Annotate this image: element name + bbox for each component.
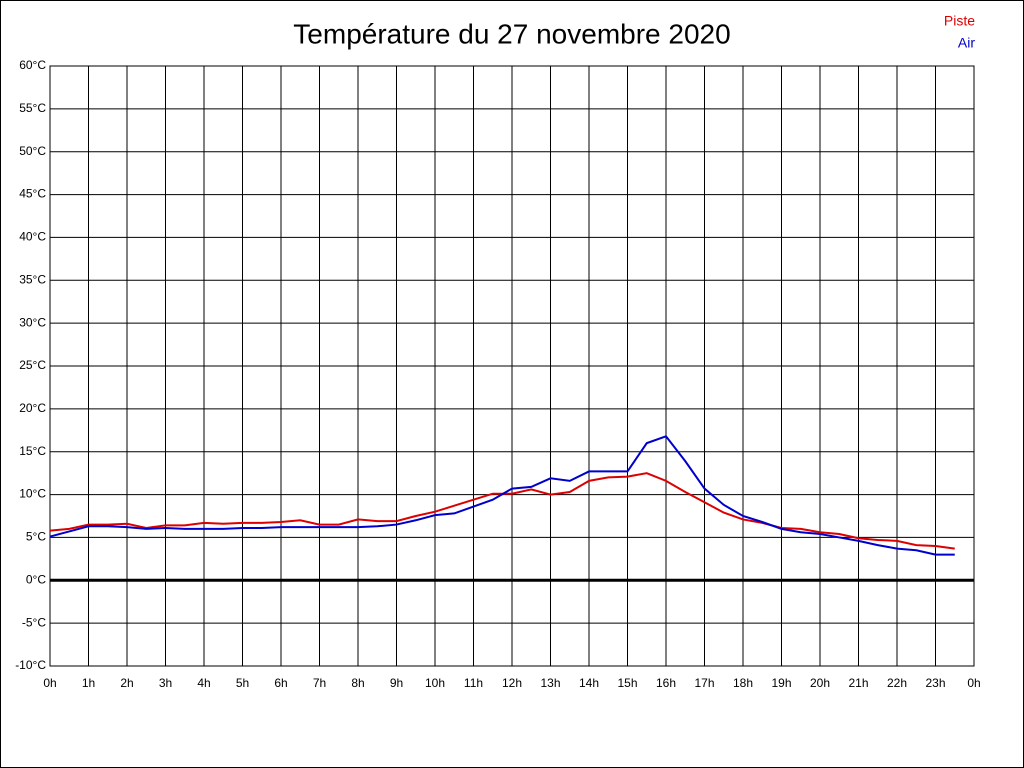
y-tick-label: -5°C <box>22 615 46 629</box>
x-tick-label: 12h <box>502 676 522 690</box>
x-tick-label: 19h <box>771 676 791 690</box>
y-tick-label: 10°C <box>19 487 46 501</box>
y-tick-label: 25°C <box>19 358 46 372</box>
x-tick-label: 1h <box>82 676 95 690</box>
x-tick-label: 18h <box>733 676 753 690</box>
x-tick-label: 22h <box>887 676 907 690</box>
x-tick-label: 0h <box>967 676 980 690</box>
x-tick-label: 8h <box>351 676 364 690</box>
chart-title: Température du 27 novembre 2020 <box>293 18 730 49</box>
y-tick-label: 35°C <box>19 272 46 286</box>
legend-entry: Air <box>958 35 975 51</box>
y-tick-label: 15°C <box>19 444 46 458</box>
y-tick-label: -10°C <box>15 658 46 672</box>
y-tick-label: 5°C <box>26 530 46 544</box>
x-tick-label: 10h <box>425 676 445 690</box>
x-tick-label: 14h <box>579 676 599 690</box>
y-tick-label: 20°C <box>19 401 46 415</box>
x-tick-label: 3h <box>159 676 172 690</box>
x-tick-label: 9h <box>390 676 403 690</box>
y-tick-label: 60°C <box>19 58 46 72</box>
x-tick-label: 21h <box>848 676 868 690</box>
x-tick-label: 4h <box>197 676 210 690</box>
x-tick-label: 15h <box>617 676 637 690</box>
x-tick-label: 23h <box>925 676 945 690</box>
x-tick-label: 6h <box>274 676 287 690</box>
x-tick-label: 7h <box>313 676 326 690</box>
legend-entry: Piste <box>944 13 975 29</box>
x-tick-label: 5h <box>236 676 249 690</box>
y-tick-label: 50°C <box>19 144 46 158</box>
x-tick-label: 2h <box>120 676 133 690</box>
y-tick-label: 40°C <box>19 230 46 244</box>
x-tick-label: 13h <box>540 676 560 690</box>
series-line <box>49 435 955 556</box>
y-tick-label: 45°C <box>19 187 46 201</box>
x-tick-label: 16h <box>656 676 676 690</box>
y-tick-label: 30°C <box>19 315 46 329</box>
x-tick-label: 11h <box>464 676 483 690</box>
y-tick-label: 0°C <box>26 572 46 586</box>
y-tick-label: 55°C <box>19 101 46 115</box>
x-tick-label: 20h <box>810 676 830 690</box>
x-tick-label: 0h <box>43 676 56 690</box>
x-tick-label: 17h <box>694 676 714 690</box>
